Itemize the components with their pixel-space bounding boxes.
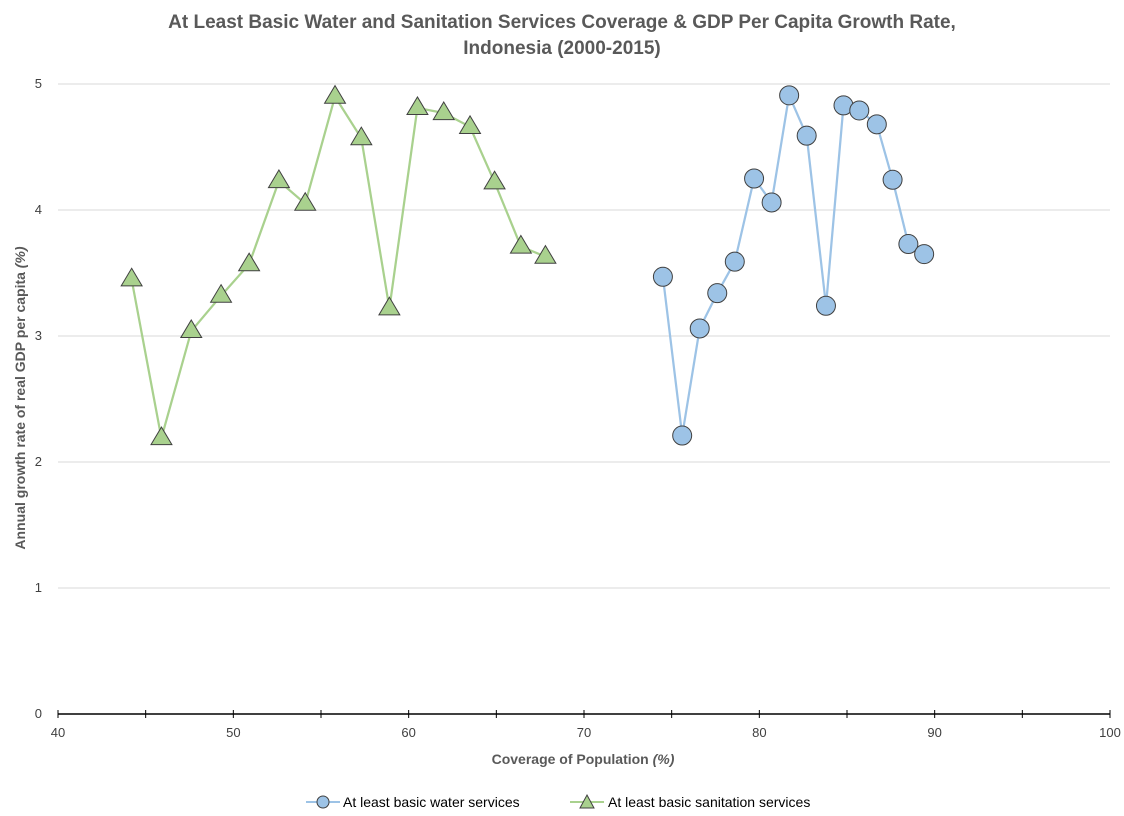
series-0-point-4 xyxy=(724,251,745,272)
series-0-point-15 xyxy=(914,244,935,265)
series-1-point-12 xyxy=(458,114,482,134)
chart-title-line-2: Indonesia (2000-2015) xyxy=(463,38,660,59)
y-axis-label-unit: (%) xyxy=(12,246,28,268)
series-1-point-1 xyxy=(150,426,173,446)
x-tick-label-60: 60 xyxy=(401,725,415,740)
series-0-point-2 xyxy=(689,318,710,339)
series-1-point-3 xyxy=(209,283,233,303)
series-0-point-12 xyxy=(866,114,887,135)
series-0-point-0 xyxy=(652,266,673,287)
series-0-point-5 xyxy=(744,168,765,189)
x-tick-label-70: 70 xyxy=(577,725,591,740)
series-1 xyxy=(120,84,557,446)
series-1-point-8 xyxy=(349,126,373,146)
series-1-point-14 xyxy=(509,234,533,254)
x-tick-label-90: 90 xyxy=(927,725,941,740)
series-1-point-6 xyxy=(293,191,317,211)
series-1-point-10 xyxy=(406,95,429,116)
y-tick-label-2: 2 xyxy=(35,454,42,469)
y-tick-label-3: 3 xyxy=(35,328,42,343)
y-tick-label-0: 0 xyxy=(35,706,42,721)
legend: At least basic water services At least b… xyxy=(306,793,810,810)
legend-sanitation-label: At least basic sanitation services xyxy=(608,794,810,810)
series-1-point-13 xyxy=(483,170,506,190)
series-0-point-9 xyxy=(815,295,836,316)
x-axis-label-text: Coverage of Population xyxy=(492,751,649,767)
x-axis-label-unit: (%) xyxy=(653,751,675,767)
series-1-point-4 xyxy=(237,252,261,272)
series-1-point-15 xyxy=(534,244,557,264)
series-1-point-9 xyxy=(378,296,401,316)
series-0 xyxy=(652,85,935,446)
series-0-point-8 xyxy=(796,125,817,146)
chart-title-line-1: At Least Basic Water and Sanitation Serv… xyxy=(168,12,956,33)
x-tick-label-100: 100 xyxy=(1099,725,1121,740)
legend-sanitation-marker xyxy=(579,793,595,809)
series-1-point-7 xyxy=(323,84,347,104)
axes: 0 1 2 3 4 5 40 50 60 70 80 90 100 xyxy=(35,76,1121,740)
series-0-point-11 xyxy=(849,100,870,121)
series-1-point-5 xyxy=(267,169,291,189)
series-0-line xyxy=(661,91,925,436)
x-tick-label-80: 80 xyxy=(752,725,766,740)
y-axis-label-text: Annual growth rate of real GDP per capit… xyxy=(12,272,28,550)
y-tick-label-5: 5 xyxy=(35,76,42,91)
series-1-point-11 xyxy=(432,101,456,121)
series-0-point-13 xyxy=(882,169,903,190)
series-0-point-1 xyxy=(672,425,693,446)
series-0-point-7 xyxy=(779,85,800,106)
plot-area xyxy=(120,84,935,446)
series-0-point-6 xyxy=(761,192,782,213)
series-1-point-0 xyxy=(120,267,143,287)
x-axis-label: Coverage of Population (%) xyxy=(492,751,675,767)
y-tick-label-1: 1 xyxy=(35,580,42,595)
grid-lines xyxy=(58,83,1110,589)
x-tick-label-40: 40 xyxy=(51,725,65,740)
x-tick-label-50: 50 xyxy=(226,725,240,740)
series-1-point-2 xyxy=(179,318,203,339)
legend-water-marker xyxy=(316,795,330,809)
series-0-point-14 xyxy=(898,234,919,255)
series-1-line xyxy=(130,93,546,439)
legend-water-label: At least basic water services xyxy=(343,794,520,810)
y-tick-label-4: 4 xyxy=(35,202,42,217)
y-axis-label: Annual growth rate of real GDP per capit… xyxy=(12,246,28,549)
series-0-point-3 xyxy=(707,283,728,304)
